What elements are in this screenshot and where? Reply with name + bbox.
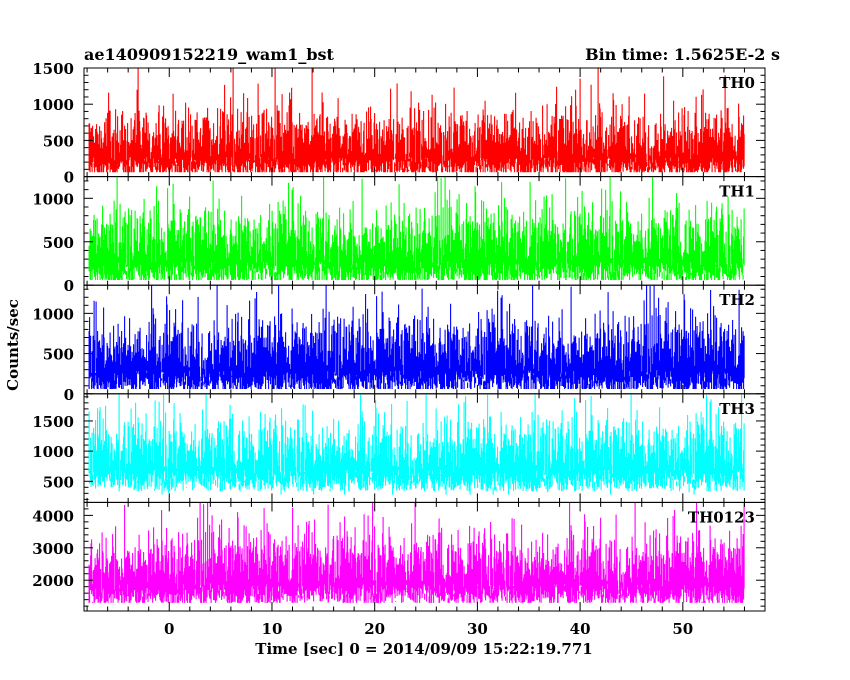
series-th2 (88, 285, 745, 389)
y-tick-label: 0 (64, 169, 74, 187)
panel-label: TH2 (719, 291, 755, 309)
series-th0 (88, 68, 745, 173)
x-axis-label: Time [sec] 0 = 2014/09/09 15:22:19.771 (255, 640, 592, 658)
panel-frame (83, 501, 766, 612)
y-tick-label: 1000 (32, 190, 74, 208)
panel-th0: 0 500 1000 1500 TH0 (32, 60, 766, 187)
panel-th1: 0 500 1000 TH1 (32, 176, 766, 295)
series-th1 (88, 176, 745, 280)
y-tick-label: 1000 (32, 96, 74, 114)
x-tick-label: 0 (164, 620, 174, 638)
y-tick-label: 500 (43, 234, 74, 252)
y-tick-label: 1000 (32, 443, 74, 461)
x-tick-label: 50 (672, 620, 693, 638)
series-th3 (88, 393, 745, 495)
panel-label: TH0 (719, 74, 755, 92)
y-tick-label: 500 (43, 346, 74, 364)
x-tick-label: 20 (364, 620, 385, 638)
y-tick-label: 2000 (32, 572, 74, 590)
x-tick-label: 10 (262, 620, 283, 638)
y-tick-label: 500 (43, 132, 74, 150)
y-tick-label: 1000 (32, 305, 74, 323)
x-tick-label: 30 (467, 620, 488, 638)
y-axis-label: Counts/sec (4, 299, 22, 391)
y-tick-label: 0 (64, 386, 74, 404)
y-tick-label: 0 (64, 277, 74, 295)
panel-th3: 500 1000 1500 TH3 (32, 393, 766, 503)
panel-label: TH1 (719, 183, 755, 201)
y-tick-label: 1500 (32, 413, 74, 431)
chart-title-right: Bin time: 1.5625E-2 s (585, 45, 780, 64)
y-tick-label: 1500 (32, 60, 74, 78)
panel-th2: 0 500 1000 TH2 (32, 284, 766, 404)
panel-th0123: 2000 3000 4000 TH0123 (32, 501, 766, 612)
x-tick-label: 40 (570, 620, 591, 638)
y-tick-label: 500 (43, 473, 74, 491)
y-tick-label: 3000 (32, 540, 74, 558)
series-th0123 (88, 502, 745, 603)
chart-title-left: ae140909152219_wam1_bst (84, 45, 335, 64)
panel-label: TH3 (719, 400, 755, 418)
y-tick-label: 4000 (32, 507, 74, 525)
panel-label: TH0123 (688, 508, 755, 526)
